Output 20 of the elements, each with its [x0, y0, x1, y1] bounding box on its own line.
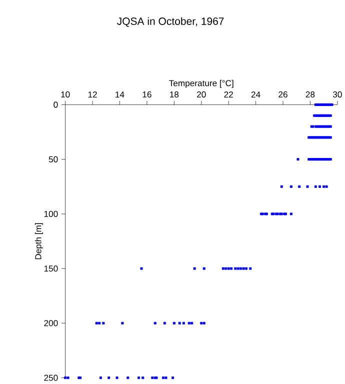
y-tick-label: 0 [53, 102, 58, 108]
x-tick-label: 16 [142, 91, 152, 98]
x-tick-label: 18 [170, 91, 178, 98]
x-tick-label: 12 [88, 91, 97, 98]
x-tick-label: 22 [224, 91, 233, 98]
y-tick-label: 100 [44, 210, 58, 217]
y-tick-label: 250 [44, 374, 58, 381]
x-axis-title: Temperature [°C] [168, 80, 234, 88]
y-tick-label: 50 [48, 156, 58, 162]
x-tick-label: 14 [115, 92, 124, 98]
x-tick-label: 26 [278, 91, 288, 98]
x-tick-label: 24 [251, 91, 260, 98]
x-tick-label: 20 [196, 91, 206, 98]
y-tick-label: 200 [44, 320, 58, 326]
x-tick-label: 10 [61, 91, 70, 98]
y-axis-title: Depth [m] [34, 223, 43, 260]
x-tick-label: 28 [306, 91, 314, 98]
x-tick-label: 30 [332, 91, 342, 98]
chart-title: JQSA in October, 1967 [116, 17, 224, 27]
y-tick-label: 150 [44, 265, 58, 272]
